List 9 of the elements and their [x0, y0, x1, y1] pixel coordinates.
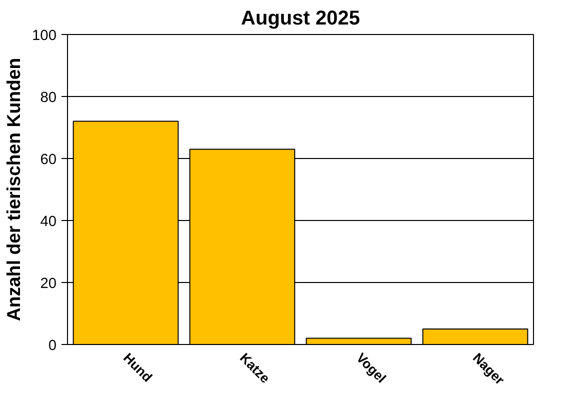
chart-title: August 2025 — [241, 8, 360, 30]
y-tick-label: 60 — [40, 152, 57, 168]
y-tick-label: 20 — [40, 276, 57, 292]
bar — [422, 328, 528, 344]
y-tick-label: 80 — [40, 90, 57, 106]
y-tick-label: 40 — [40, 214, 57, 230]
y-tick-label: 0 — [48, 338, 57, 354]
y-axis-title: Anzahl der tierischen Kunden — [3, 58, 24, 322]
y-tick-label: 100 — [32, 28, 57, 44]
